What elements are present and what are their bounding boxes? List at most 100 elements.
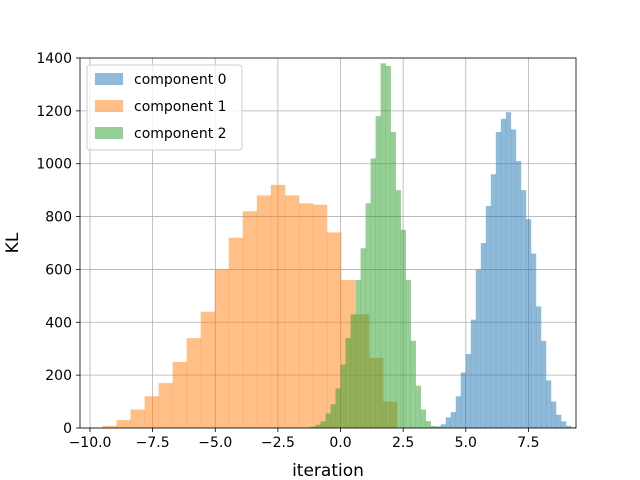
histogram-bar: [375, 116, 381, 429]
histogram-bar: [350, 314, 356, 428]
y-tick-label: 200: [45, 368, 72, 384]
histogram-bar: [455, 396, 462, 428]
histogram-bar: [545, 380, 552, 428]
histogram-bar: [270, 184, 286, 428]
x-axis-label: iteration: [292, 461, 364, 480]
series-0: [435, 112, 577, 429]
histogram-bar: [480, 243, 487, 428]
histogram-bar: [415, 385, 421, 428]
histogram-bar: [475, 269, 482, 428]
legend: component 0 component 1 component 2: [86, 64, 243, 151]
x-tick-label: −7.5: [136, 435, 170, 451]
histogram-bar: [530, 253, 537, 428]
histogram-bar: [515, 161, 522, 429]
histogram-bar: [425, 421, 432, 428]
histogram-bar: [430, 425, 437, 428]
x-tick-label: −10.0: [69, 435, 112, 451]
histogram-bar: [130, 409, 145, 428]
histogram-bar: [445, 417, 452, 428]
histogram-bar: [540, 340, 547, 428]
histogram-bar: [505, 112, 512, 428]
histogram-bar: [330, 404, 336, 428]
legend-entry-label: component 2: [134, 126, 227, 142]
legend-frame: [86, 64, 243, 151]
plot-frame: [79, 57, 577, 429]
x-tick-label: 0.0: [329, 435, 351, 451]
legend-entry-label: component 1: [134, 99, 227, 115]
histogram-bar: [315, 424, 321, 428]
histogram-bar: [325, 413, 331, 428]
histogram-bar: [144, 396, 159, 428]
histogram-bar: [410, 340, 416, 428]
histogram-bar: [510, 129, 517, 428]
histogram-bar: [500, 118, 507, 429]
histogram-bar: [520, 190, 527, 428]
histogram-bar: [380, 63, 386, 429]
y-tick-label: 1000: [36, 157, 72, 173]
histogram-bar: [390, 132, 396, 428]
histogram-bar: [360, 248, 366, 428]
histogram-bar: [400, 229, 406, 428]
legend-swatch: [95, 100, 123, 112]
histogram-bar: [395, 190, 401, 428]
histogram-bar: [214, 269, 230, 428]
histogram-bar: [460, 372, 467, 428]
histogram-bar: [560, 421, 567, 428]
x-axis-ticks: −10.0 −7.5 −5.0 −2.5 0.0 2.5 5.0 7.5: [69, 428, 540, 451]
histogram-bar: [470, 319, 477, 428]
histogram-bar: [228, 237, 244, 428]
y-axis-ticks: 0 200 400 600 800 1000 1200 1400: [36, 51, 80, 437]
histogram-bar: [555, 414, 562, 428]
histogram-bar: [365, 203, 371, 428]
histogram-bar: [420, 409, 426, 428]
y-tick-label: 400: [45, 315, 72, 331]
histogram-bar: [102, 425, 117, 428]
y-tick-label: 800: [45, 210, 72, 226]
histogram-bar: [370, 158, 376, 428]
histogram-bar: [284, 195, 300, 428]
x-tick-label: 5.0: [455, 435, 477, 451]
histogram-bar: [490, 174, 497, 428]
y-axis-label: KL: [3, 232, 23, 253]
histogram-bar: [535, 306, 542, 428]
histogram-bar: [450, 412, 457, 428]
y-tick-label: 0: [63, 421, 72, 437]
histogram-bar: [440, 424, 447, 428]
y-tick-label: 1400: [36, 51, 72, 67]
histogram-bar: [355, 280, 361, 428]
histogram-bar: [312, 204, 328, 428]
histogram-bar: [525, 219, 532, 428]
histogram-bar: [340, 364, 346, 428]
histogram-bar: [242, 211, 258, 428]
legend-swatch: [95, 127, 123, 139]
x-tick-label: 7.5: [517, 435, 539, 451]
x-tick-label: 2.5: [392, 435, 414, 451]
legend-swatch: [95, 73, 123, 85]
y-tick-label: 600: [45, 262, 72, 278]
histogram-bar: [158, 383, 173, 428]
histogram-bar: [320, 421, 326, 428]
histogram-bar: [326, 232, 342, 428]
histogram-bar: [310, 426, 316, 428]
histogram-bar: [565, 425, 572, 428]
histogram-bar: [200, 311, 216, 428]
y-tick-label: 1200: [36, 104, 72, 120]
histogram-bar: [172, 361, 188, 428]
series-2: [300, 63, 447, 429]
histogram-bar: [116, 420, 131, 428]
histogram-bar: [385, 65, 391, 428]
histogram-bar: [550, 401, 557, 428]
histogram-bar: [495, 132, 502, 428]
histogram-bar: [298, 203, 314, 428]
histogram-bar: [256, 195, 272, 428]
histogram-bar: [345, 338, 351, 428]
histogram-bar: [405, 280, 411, 428]
x-tick-label: −2.5: [261, 435, 295, 451]
histogram-bar: [485, 206, 492, 428]
x-tick-label: −5.0: [198, 435, 232, 451]
histogram-bar: [335, 388, 341, 428]
legend-entry-label: component 0: [134, 72, 227, 88]
histogram-bars: [102, 63, 577, 429]
histogram-bar: [465, 354, 472, 428]
